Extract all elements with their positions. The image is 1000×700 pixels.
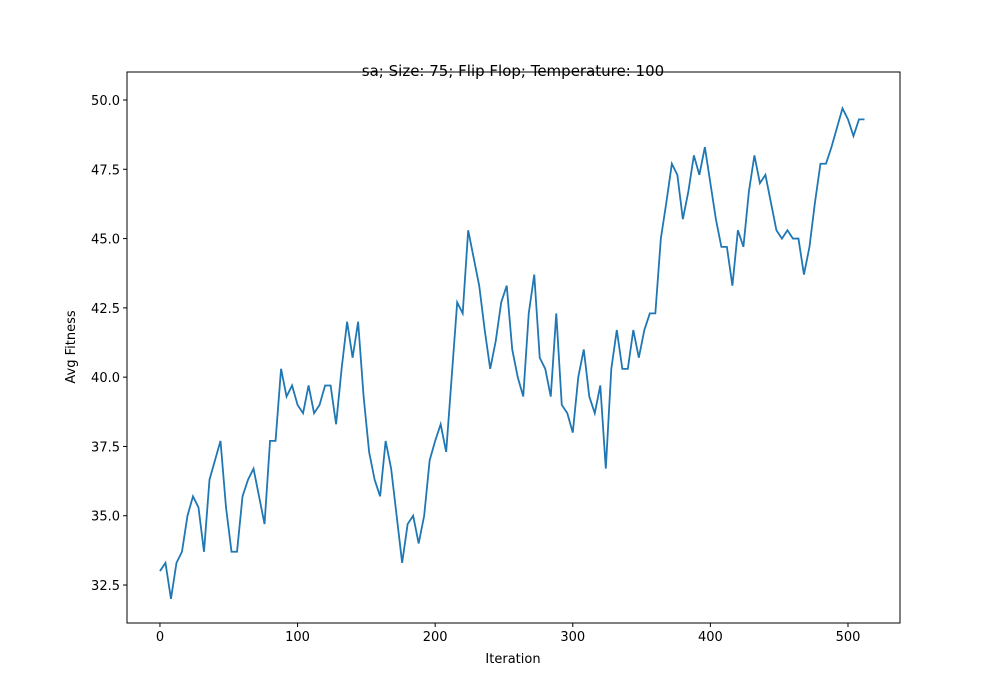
x-tick-label: 400 [698, 630, 723, 645]
y-tick-label: 47.5 [91, 163, 120, 178]
x-tick-label: 0 [156, 630, 164, 645]
x-tick-label: 100 [285, 630, 310, 645]
y-axis-label: Avg Fitness [64, 310, 79, 383]
y-tick-label: 37.5 [91, 440, 120, 455]
x-tick-label: 500 [836, 630, 861, 645]
chart-title: sa; Size: 75; Flip Flop; Temperature: 10… [362, 62, 664, 80]
x-tick-label: 200 [423, 630, 448, 645]
y-tick-label: 45.0 [91, 233, 120, 248]
x-tick-label: 300 [560, 630, 585, 645]
data-line [159, 105, 865, 600]
y-tick-label: 40.0 [91, 371, 120, 386]
x-axis-label: Iteration [485, 652, 540, 667]
y-tick-label: 50.0 [91, 94, 120, 109]
y-tick-label: 35.0 [91, 510, 120, 525]
y-tick-label: 42.5 [91, 302, 120, 317]
y-tick-label: 32.5 [91, 579, 120, 594]
plot-frame [126, 71, 901, 624]
